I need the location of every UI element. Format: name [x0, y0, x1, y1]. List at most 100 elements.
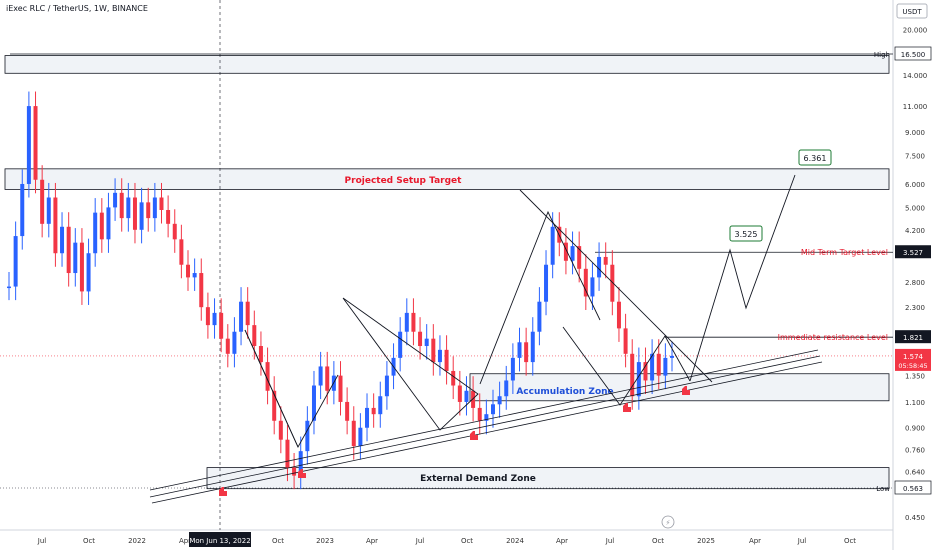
- axis-label-high: High: [874, 51, 890, 59]
- axis-tag-current: [895, 348, 931, 371]
- time-tick-label: Jul: [37, 537, 47, 545]
- candle-body: [384, 375, 389, 397]
- candle-body: [365, 407, 370, 428]
- time-tick-label: 2025: [697, 537, 715, 545]
- candle-body: [563, 242, 568, 261]
- top-zone: [4, 55, 890, 74]
- candle-body: [597, 256, 602, 278]
- candle-body: [219, 312, 224, 339]
- candle-body: [424, 338, 429, 347]
- candle-body: [106, 207, 111, 240]
- candle-body: [590, 277, 595, 297]
- hand-marker-icon: [298, 469, 306, 478]
- hand-marker-icon: [623, 403, 631, 412]
- candle-body: [650, 353, 655, 381]
- price-tick-label: 0.760: [905, 446, 925, 454]
- current-price-value: 1.574: [903, 353, 924, 361]
- price-tick-label: 4.200: [905, 227, 925, 235]
- demand-zone: [206, 467, 890, 490]
- wedge-2023: [342, 297, 479, 431]
- candle-body: [166, 209, 171, 224]
- time-tick-label: Oct: [272, 537, 284, 545]
- price-tick-label: 0.900: [905, 425, 925, 433]
- time-tick-label: Jul: [605, 537, 615, 545]
- candle-body: [46, 197, 51, 224]
- crosshair-date-label: Mon Jun 13, 2022: [189, 537, 250, 545]
- candle-body: [232, 331, 237, 354]
- demand-zone-label: External Demand Zone: [420, 474, 536, 484]
- axis-tag-value: 1.821: [903, 334, 923, 342]
- axis-tag-low: [894, 480, 932, 495]
- descending-trendline-2024: [519, 189, 713, 383]
- currency-badge-label: USDT: [902, 8, 922, 16]
- triangle-2024: [562, 326, 691, 406]
- candle-body: [26, 106, 31, 184]
- candle-body: [550, 226, 555, 265]
- candle-body: [179, 239, 184, 265]
- candle-body: [577, 246, 582, 269]
- candle-body: [464, 390, 469, 402]
- candle-body: [583, 268, 588, 297]
- candle-body: [292, 467, 297, 476]
- candle-body: [497, 396, 502, 405]
- candle-body: [338, 375, 343, 402]
- projected-target-label: Projected Setup Target: [345, 176, 463, 186]
- candle-body: [186, 264, 191, 278]
- candle-body: [192, 273, 197, 278]
- price-tick-label: 7.500: [905, 152, 925, 160]
- candle-body: [636, 362, 641, 397]
- currency-badge[interactable]: [896, 3, 928, 19]
- candle-body: [418, 331, 423, 347]
- price-tick-label: 2.800: [905, 279, 925, 287]
- support-line-upper: [149, 349, 819, 491]
- crosshair-date-tag: [189, 532, 251, 547]
- candle-body: [530, 331, 535, 363]
- wedge-2022-upper: [244, 329, 299, 448]
- candle-body: [477, 407, 482, 421]
- candle-body: [99, 212, 104, 240]
- candle-body: [378, 396, 383, 415]
- plot-background: [0, 0, 893, 550]
- candle-body: [444, 349, 449, 371]
- price-tick-label: 6.000: [905, 181, 925, 189]
- candle-body: [73, 242, 78, 274]
- candle-body: [311, 385, 316, 421]
- axis-tag-value: 3.527: [903, 249, 923, 257]
- symbol-title: iExec RLC / TetherUS, 1W, BINANCE: [6, 4, 148, 13]
- accumulation-zone-label: Accumulation Zone: [516, 387, 613, 397]
- candle-body: [431, 338, 436, 363]
- candle-body: [245, 301, 250, 326]
- candle-body: [239, 301, 244, 332]
- candle-body: [7, 286, 11, 289]
- candle-body: [113, 192, 118, 208]
- candle-body: [524, 342, 529, 363]
- candle-body: [152, 197, 157, 219]
- axis-tag-high: [894, 46, 932, 61]
- candle-body: [663, 357, 668, 376]
- hand-marker-icon: [682, 386, 690, 395]
- candle-body: [285, 439, 290, 468]
- time-tick-label: Apr: [556, 537, 568, 545]
- projected-target-zone: [4, 168, 890, 190]
- candle-body: [252, 325, 257, 347]
- lightning-icon[interactable]: [661, 515, 675, 529]
- target-box-6361-label: 6.361: [804, 154, 827, 163]
- support-line-mid: [149, 355, 821, 498]
- candle-body: [411, 312, 416, 332]
- target-box-3525: [729, 225, 763, 242]
- candle-body: [53, 197, 58, 254]
- candle-body: [298, 451, 303, 476]
- time-tick-label: Oct: [83, 537, 95, 545]
- candle-body: [345, 401, 350, 421]
- price-tick-label: 0.640: [905, 469, 925, 477]
- candle-body: [225, 338, 230, 354]
- candle-body: [146, 202, 151, 219]
- candle-body: [86, 253, 91, 292]
- mid-term-target-label: Mid Term Target Level: [801, 248, 888, 257]
- candle-body: [205, 307, 210, 326]
- candle-body: [159, 197, 164, 210]
- hand-marker-icon: [470, 431, 478, 440]
- time-tick-label: Apr: [749, 537, 761, 545]
